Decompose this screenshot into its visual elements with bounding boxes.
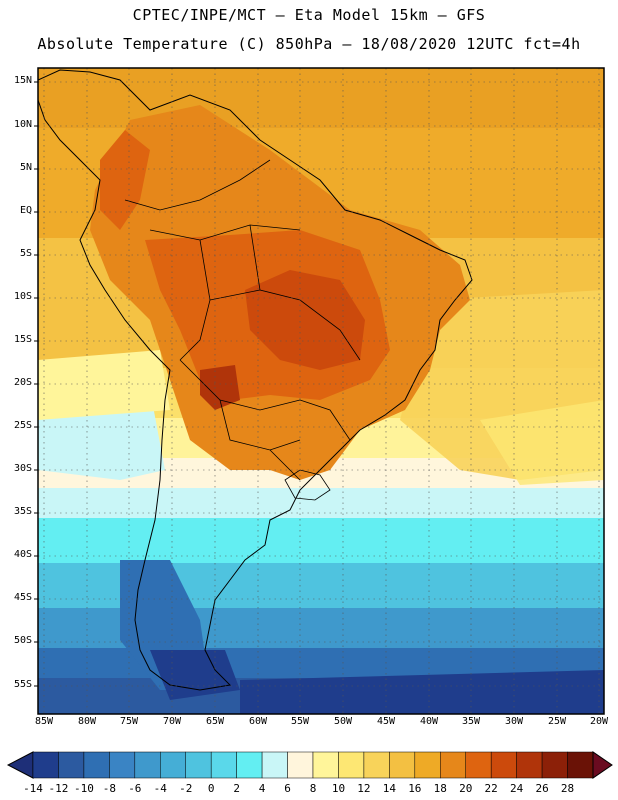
colorbar-tick-label: 4 [258, 782, 266, 795]
lat-label: 45S [13, 592, 32, 603]
chaco-hot [200, 365, 240, 410]
lon-label: 40W [419, 716, 439, 727]
colorbar-swatch [440, 751, 466, 779]
colorbar-swatch [389, 751, 416, 779]
colorbar-swatch [516, 751, 543, 779]
continent-hottest [245, 270, 365, 370]
lat-label: 10N [13, 119, 32, 130]
colorbar-tick-label: 10 [331, 782, 346, 795]
colorbar-swatch [236, 751, 263, 779]
lat-label: 25S [13, 420, 32, 431]
atlantic-pale-tongue [480, 400, 604, 485]
andes-hot [100, 130, 150, 230]
lat-label: 5N [19, 162, 32, 173]
lon-label: 50W [333, 716, 353, 727]
colorbar-tick-label: 2 [233, 782, 240, 795]
colorbar-tick-label: 26 [535, 782, 549, 795]
lon-label: 85W [34, 716, 54, 727]
colorbar-tick-label: -10 [73, 782, 94, 795]
colorbar-min-arrow [6, 751, 34, 779]
colorbar-swatch [160, 751, 186, 779]
map-frame [37, 67, 605, 715]
colorbar-tick-label: -2 [179, 782, 193, 795]
colorbar-swatch [414, 751, 441, 779]
colorbar-tick-label: 22 [484, 782, 498, 795]
south-america-coastline [38, 69, 473, 691]
colorbar-tick-label: 8 [309, 782, 317, 795]
colorbar-tick-label: 28 [560, 782, 575, 795]
lon-label: 65W [205, 716, 225, 727]
lat-label: 10S [13, 291, 32, 302]
colorbar [6, 751, 613, 779]
lat-label: EQ [19, 205, 32, 216]
colorbar-swatch [287, 751, 314, 779]
lon-label: 55W [290, 716, 310, 727]
graticule [38, 68, 604, 714]
colorbar-swatch [312, 751, 339, 779]
lon-label: 60W [248, 716, 268, 727]
colorbar-swatch [83, 751, 110, 779]
colorbar-tick-label: 24 [510, 782, 524, 795]
colorbar-tick-label: 18 [433, 782, 447, 795]
colorbar-swatch [185, 751, 212, 779]
lon-label: 20W [589, 716, 609, 727]
colorbar-tick-label: -6 [128, 782, 142, 795]
colorbar-swatch [363, 751, 390, 779]
band-pale-cyan [38, 488, 604, 518]
lat-label: 40S [13, 549, 32, 560]
lat-label: 55S [13, 679, 32, 690]
colorbar-swatch [465, 751, 492, 779]
band-ocean-north [38, 68, 604, 128]
colorbar-tick-label: -4 [153, 782, 167, 795]
lat-label: 15S [13, 334, 32, 345]
colorbar-swatch [567, 751, 594, 779]
colorbar-swatch [261, 751, 288, 779]
colorbar-swatch [32, 751, 59, 779]
lon-label: 45W [376, 716, 396, 727]
southern-ocean-cold [240, 670, 604, 714]
colorbar-tick-label: 6 [284, 782, 291, 795]
lon-label: 80W [77, 716, 97, 727]
colorbar-tick-label: -8 [102, 782, 116, 795]
colorbar-swatch [109, 751, 136, 779]
chart-title-line2: Absolute Temperature (C) 850hPa – 18/08/… [37, 35, 581, 53]
colorbar-swatch [58, 751, 85, 779]
pacific-cream [38, 350, 170, 420]
chart-title-line1: CPTEC/INPE/MCT – Eta Model 15km – GFS [132, 6, 486, 24]
colorbar-swatch [134, 751, 161, 779]
lat-label: 30S [13, 463, 32, 474]
colorbar-swatch [541, 751, 568, 779]
colorbar-swatch [210, 751, 237, 779]
lon-label: 75W [119, 716, 139, 727]
lon-label: 35W [461, 716, 481, 727]
lat-label: 35S [13, 506, 32, 517]
lat-label: 20S [13, 377, 32, 388]
colorbar-tick-label: 20 [459, 782, 473, 795]
lat-label: 5S [19, 248, 32, 259]
axis-ticks [34, 81, 38, 687]
colorbar-tick-label: -14 [23, 782, 43, 795]
colorbar-tick-label: 0 [207, 782, 215, 795]
band-cyan [38, 518, 604, 563]
lat-label: 15N [13, 75, 32, 86]
colorbar-tick-label: 14 [382, 782, 396, 795]
colorbar-max-arrow [592, 751, 613, 779]
colorbar-swatch [490, 751, 517, 779]
lon-label: 70W [162, 716, 182, 727]
colorbar-tick-label: 16 [408, 782, 422, 795]
colorbar-tick-label: -12 [48, 782, 69, 795]
lon-label: 25W [547, 716, 567, 727]
lon-label: 30W [504, 716, 524, 727]
colorbar-swatch [338, 751, 365, 779]
lat-label: 50S [13, 635, 32, 646]
colorbar-tick-label: 12 [357, 782, 371, 795]
